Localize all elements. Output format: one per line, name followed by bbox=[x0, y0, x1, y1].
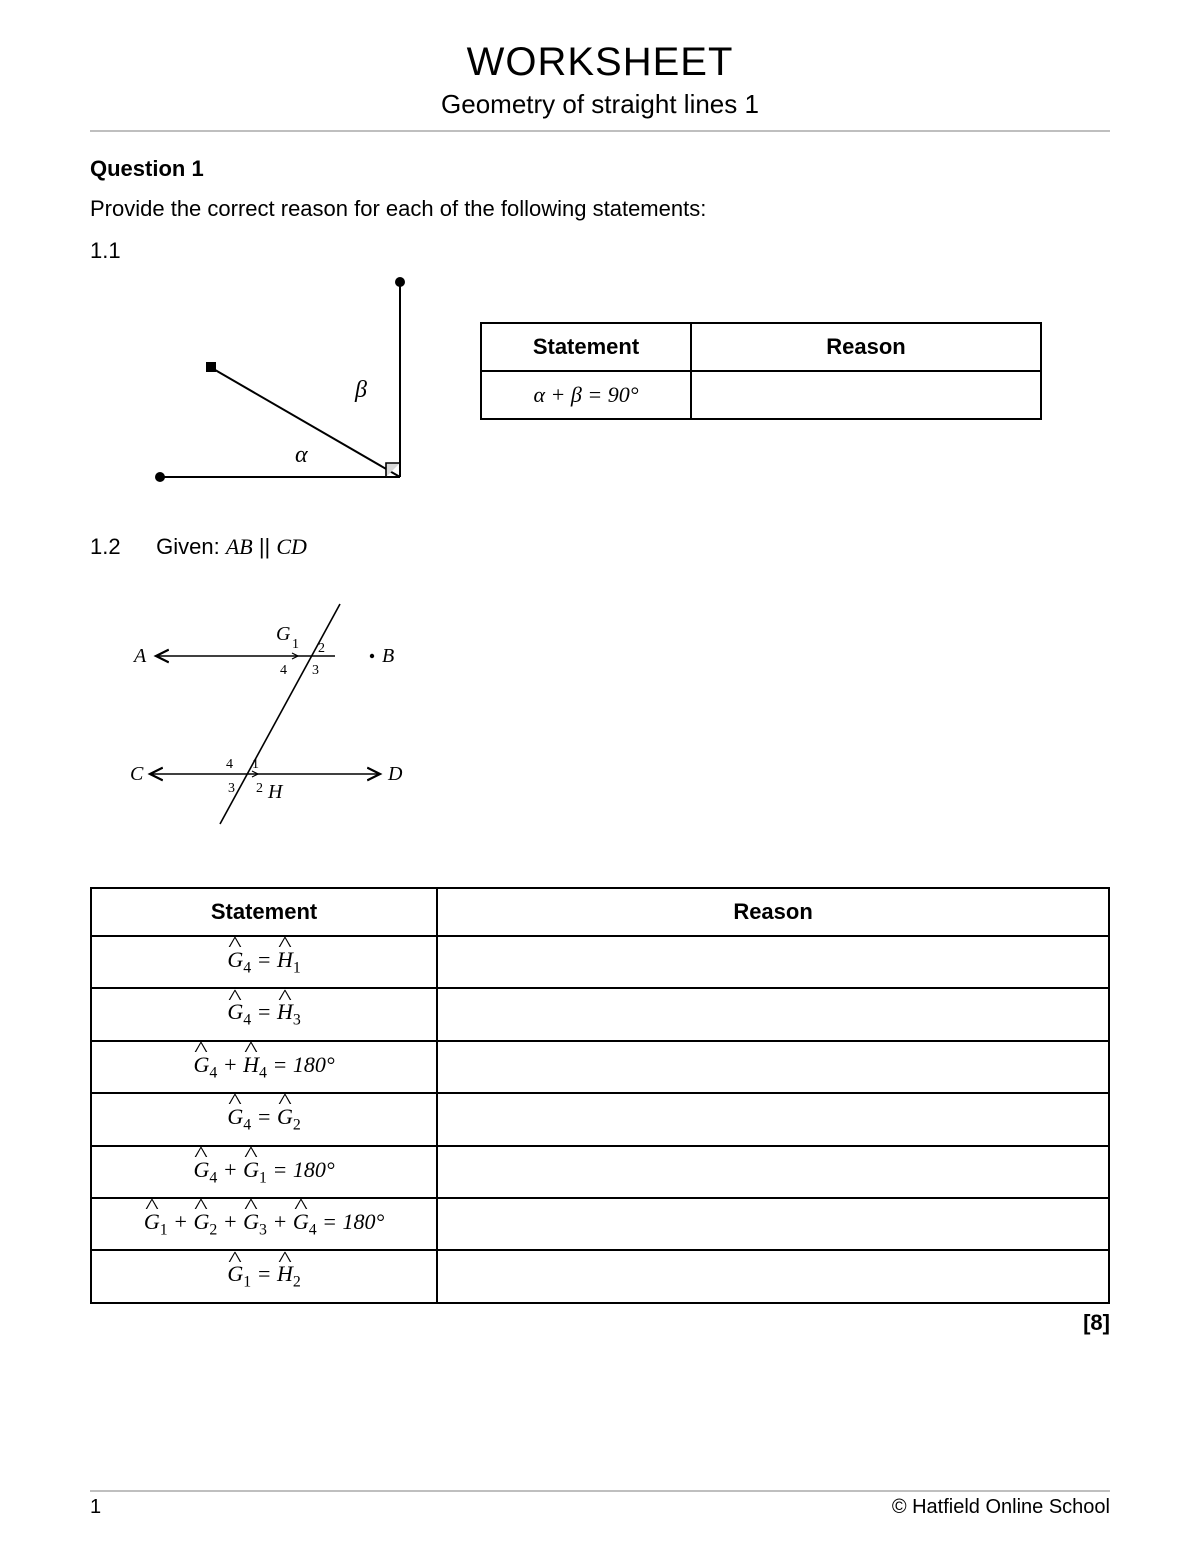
table-row: G4 + G1 = 180° bbox=[91, 1146, 1109, 1198]
diagram-12: A B C D G H 1 2 3 4 1 4 3 2 bbox=[120, 584, 420, 834]
beta-label: β bbox=[354, 377, 367, 403]
svg-text:B: B bbox=[382, 645, 394, 667]
reason-cell[interactable] bbox=[437, 1198, 1109, 1250]
reason-cell[interactable] bbox=[437, 988, 1109, 1040]
statement-cell: G4 + H4 = 180° bbox=[91, 1041, 437, 1093]
worksheet-page: WORKSHEET Geometry of straight lines 1 Q… bbox=[0, 0, 1200, 1553]
copyright: © Hatfield Online School bbox=[892, 1496, 1110, 1519]
svg-text:4: 4 bbox=[226, 757, 233, 772]
table-row: α + β = 90° bbox=[481, 371, 1041, 419]
table-row: G1 = H2 bbox=[91, 1250, 1109, 1302]
table-11: Statement Reason α + β = 90° bbox=[480, 322, 1042, 420]
svg-text:G: G bbox=[276, 623, 291, 645]
svg-text:2: 2 bbox=[318, 641, 325, 656]
statement-cell: G1 + G2 + G3 + G4 = 180° bbox=[91, 1198, 437, 1250]
page-subtitle: Geometry of straight lines 1 bbox=[90, 89, 1110, 120]
table-12-col-statement: Statement bbox=[91, 888, 437, 936]
question-intro: Provide the correct reason for each of t… bbox=[90, 196, 1110, 222]
svg-text:1: 1 bbox=[252, 757, 259, 772]
table-12-col-reason: Reason bbox=[437, 888, 1109, 936]
statement-cell: G4 = H3 bbox=[91, 988, 437, 1040]
statement-cell: G4 = H1 bbox=[91, 936, 437, 988]
diagram-11: α β bbox=[130, 272, 440, 502]
header-divider bbox=[90, 130, 1110, 132]
given-prefix: Given: bbox=[156, 534, 226, 559]
table-11-col-statement: Statement bbox=[481, 323, 691, 371]
svg-text:C: C bbox=[130, 763, 144, 785]
page-number: 1 bbox=[90, 1496, 101, 1519]
statement-cell: G4 + G1 = 180° bbox=[91, 1146, 437, 1198]
question-heading: Question 1 bbox=[90, 156, 1110, 182]
reason-cell[interactable] bbox=[437, 1250, 1109, 1302]
svg-text:A: A bbox=[132, 645, 147, 667]
svg-text:2: 2 bbox=[256, 781, 263, 796]
given-ab: AB bbox=[226, 534, 253, 559]
svg-text:4: 4 bbox=[280, 663, 287, 678]
table-row: G4 = H3 bbox=[91, 988, 1109, 1040]
reason-cell[interactable] bbox=[437, 1146, 1109, 1198]
reason-cell[interactable] bbox=[691, 371, 1041, 419]
statement-cell: G4 = G2 bbox=[91, 1093, 437, 1145]
svg-text:1: 1 bbox=[292, 637, 299, 652]
alpha-label: α bbox=[295, 442, 308, 468]
part-label-11: 1.1 bbox=[90, 238, 1110, 264]
statement-cell: α + β = 90° bbox=[481, 371, 691, 419]
reason-cell[interactable] bbox=[437, 936, 1109, 988]
svg-text:H: H bbox=[267, 781, 284, 803]
table-row: G4 + H4 = 180° bbox=[91, 1041, 1109, 1093]
part-label-12: 1.2 bbox=[90, 534, 150, 560]
part-12: 1.2 Given: AB || CD bbox=[90, 534, 1110, 1336]
reason-cell[interactable] bbox=[437, 1093, 1109, 1145]
given-parallel: || bbox=[253, 534, 277, 559]
svg-text:D: D bbox=[387, 763, 403, 785]
table-12: Statement Reason G4 = H1G4 = H3G4 + H4 =… bbox=[90, 887, 1110, 1304]
table-row: G1 + G2 + G3 + G4 = 180° bbox=[91, 1198, 1109, 1250]
marks-total: [8] bbox=[90, 1310, 1110, 1336]
svg-text:3: 3 bbox=[312, 663, 319, 678]
table-row: G4 = G2 bbox=[91, 1093, 1109, 1145]
table-11-col-reason: Reason bbox=[691, 323, 1041, 371]
table-row: G4 = H1 bbox=[91, 936, 1109, 988]
page-header: WORKSHEET Geometry of straight lines 1 bbox=[90, 40, 1110, 120]
svg-text:3: 3 bbox=[228, 781, 235, 796]
given-cd: CD bbox=[276, 534, 307, 559]
footer-divider bbox=[90, 1490, 1110, 1492]
page-title: WORKSHEET bbox=[90, 40, 1110, 85]
part-12-given: 1.2 Given: AB || CD bbox=[90, 534, 1110, 560]
reason-cell[interactable] bbox=[437, 1041, 1109, 1093]
page-footer: 1 © Hatfield Online School bbox=[90, 1490, 1110, 1519]
statement-cell: G1 = H2 bbox=[91, 1250, 437, 1302]
part-11-row: α β Statement Reason α + β = 90° bbox=[90, 272, 1110, 502]
